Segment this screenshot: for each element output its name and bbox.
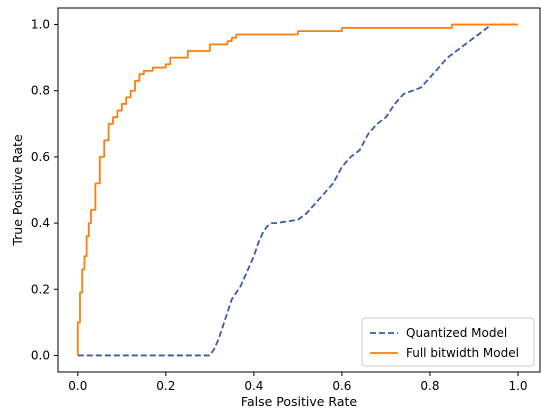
legend-box [361,317,535,367]
x-tick-label: 1.0 [508,379,527,393]
legend-label-quantized: Quantized Model [406,326,507,340]
ticks-layer: 0.0 0.2 0.4 0.6 0.8 1.0 0.0 0.2 0.4 0.6 0.8 1.0 [31,18,528,393]
series-line-0 [77,23,518,357]
x-tick-label: 0.6 [332,379,351,393]
legend-label-full-bitwidth: Full bitwidth Model [406,346,519,360]
series-layer [76,23,518,357]
y-axis-label: True Positive Rate [10,134,25,247]
y-tick-label: 0.0 [31,348,50,362]
y-tick-label: 1.0 [31,18,50,32]
x-tick-label: 0.0 [68,379,87,393]
y-tick-label: 0.6 [31,150,50,164]
x-tick-label: 0.4 [244,379,263,393]
y-tick-label: 0.2 [31,282,50,296]
series-line-1 [76,23,518,356]
plot-area-frame [57,7,541,373]
legend: Quantized Model Full bitwidth Model [361,317,535,367]
x-tick-label: 0.2 [156,379,175,393]
x-tick-label: 0.8 [420,379,439,393]
y-tick-label: 0.8 [31,84,50,98]
y-tick-label: 0.4 [31,216,50,230]
x-axis-label: False Positive Rate [241,394,357,409]
